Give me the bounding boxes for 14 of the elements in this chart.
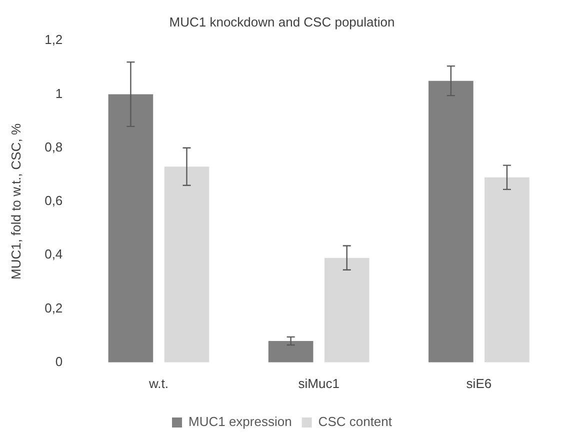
- y-tick-label: 1,2: [44, 32, 63, 48]
- chart-title: MUC1 knockdown and CSC population: [169, 14, 395, 30]
- y-tick-label: 0,6: [44, 193, 63, 208]
- y-tick-label: 0,4: [44, 246, 63, 262]
- x-tick-label: w.t.: [148, 376, 168, 391]
- x-tick-label: siMuc1: [298, 376, 340, 391]
- y-axis-title: MUC1, fold to w.t., CSC, %: [8, 123, 24, 280]
- y-tick-label: 0,8: [44, 139, 63, 154]
- legend-label: CSC content: [318, 414, 392, 430]
- x-tick-label: siE6: [466, 376, 492, 391]
- y-tick-label: 0: [55, 354, 63, 369]
- legend-label: MUC1 expression: [188, 414, 292, 430]
- y-tick-label: 0,2: [44, 300, 63, 316]
- y-tick-label: 1: [55, 86, 63, 101]
